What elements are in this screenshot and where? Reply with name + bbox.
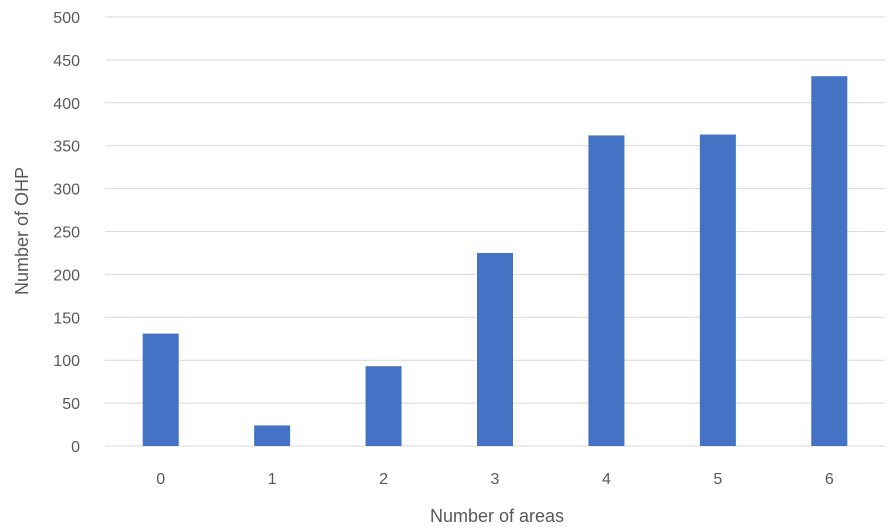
y-tick-label: 150 (53, 310, 80, 327)
bar-6 (811, 76, 848, 447)
bar-5 (699, 134, 736, 446)
y-tick-label: 0 (71, 439, 80, 456)
bar-3 (477, 252, 513, 446)
bar-1 (254, 425, 291, 446)
x-tick-label: 5 (713, 471, 722, 488)
y-tick-label: 400 (53, 96, 80, 113)
y-tick-label: 50 (62, 396, 80, 413)
y-tick-label: 250 (53, 225, 80, 242)
bar-2 (365, 366, 402, 446)
x-tick-label: 1 (268, 471, 277, 488)
y-axis-tick-labels: 0 50 100 150 200 250 300 350 400 450 500 (53, 10, 80, 456)
bars (142, 76, 848, 447)
y-tick-label: 100 (53, 353, 80, 370)
x-tick-label: 6 (825, 471, 834, 488)
y-tick-label: 500 (53, 10, 80, 27)
x-tick-label: 0 (156, 471, 165, 488)
bar-0 (142, 333, 179, 446)
y-tick-label: 450 (53, 53, 80, 70)
y-tick-label: 200 (53, 267, 80, 284)
x-tick-label: 3 (491, 471, 500, 488)
x-tick-label: 2 (379, 471, 388, 488)
bar-4 (588, 135, 625, 447)
x-tick-label: 4 (602, 471, 611, 488)
y-tick-label: 350 (53, 139, 80, 156)
y-tick-label: 300 (53, 182, 80, 199)
x-axis-tick-labels: 0 1 2 3 4 5 6 (156, 471, 834, 488)
y-axis-title: Number of OHP (12, 167, 32, 295)
x-axis-title: Number of areas (430, 506, 564, 526)
